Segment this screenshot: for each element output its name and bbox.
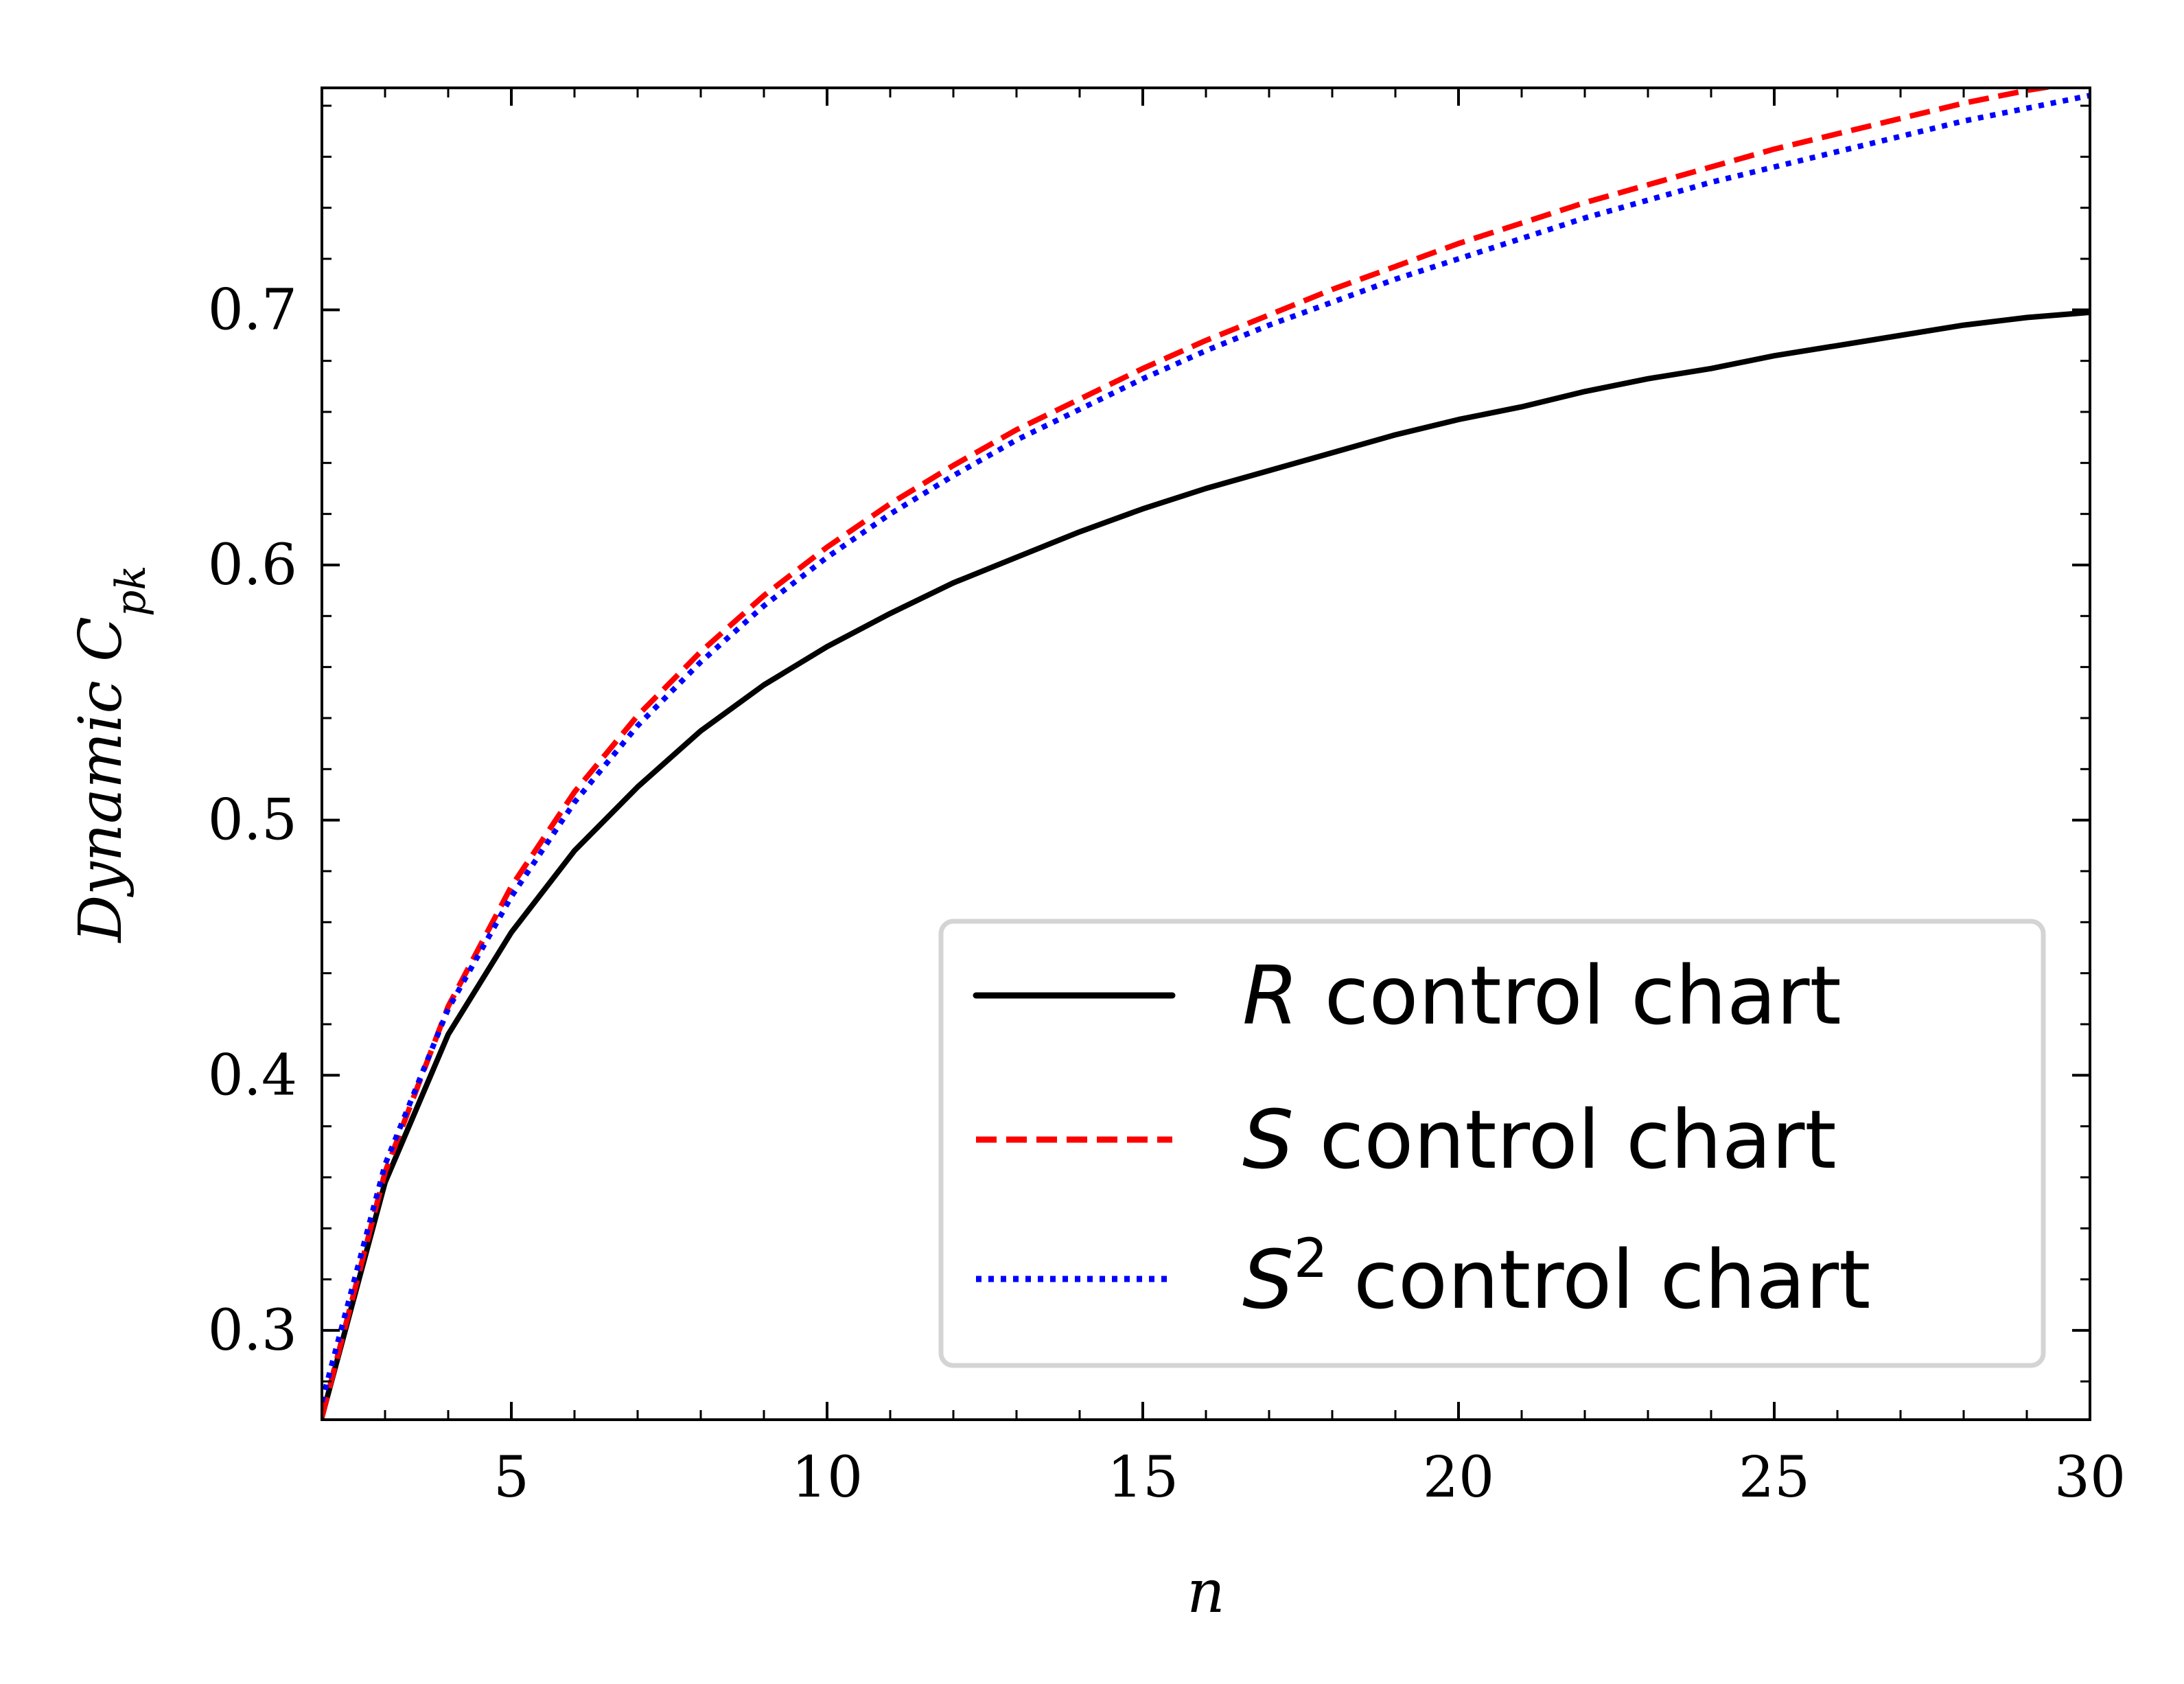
x-tick-label: 15 — [1107, 1445, 1178, 1510]
legend-label-s2: S2 control chart — [1242, 1228, 1870, 1327]
legend-label-s: S control chart — [1242, 1092, 1837, 1187]
legend-label-r-text: control chart — [1299, 948, 1842, 1043]
series-line-1 — [322, 88, 2060, 1418]
y-axis-label: Dynamic Cpk — [67, 565, 155, 943]
x-tick-label: 30 — [2054, 1445, 2126, 1510]
y-axis-label-main: Dynamic C — [67, 616, 135, 944]
y-tick-label: 0.4 — [208, 1043, 297, 1108]
y-tick-label: 0.3 — [208, 1298, 297, 1363]
legend-label-s2-symbol: S — [1242, 1232, 1294, 1327]
x-tick-label: 20 — [1423, 1445, 1494, 1510]
legend-label-s-text: control chart — [1294, 1092, 1837, 1187]
legend-label-r: R control chart — [1242, 948, 1842, 1043]
y-tick-label: 0.7 — [208, 277, 297, 343]
y-axis-label-subscript: pk — [107, 565, 155, 616]
ticks-layer — [321, 88, 2091, 1420]
y-tick-label: 0.5 — [208, 788, 297, 853]
series-line-2 — [322, 93, 2090, 1403]
y-tick-label: 0.6 — [208, 533, 297, 598]
series-line-0 — [322, 310, 2090, 1420]
legend-label-r-symbol: R — [1242, 948, 1299, 1043]
legend-label-s-symbol: S — [1242, 1092, 1294, 1187]
x-tick-label: 5 — [493, 1445, 529, 1510]
legend: R control chart S control chart S2 contr… — [938, 919, 2046, 1368]
legend-label-s2-text: control chart — [1328, 1232, 1871, 1327]
x-tick-label: 10 — [791, 1445, 863, 1510]
series-layer — [322, 88, 2090, 1420]
x-axis-label: n — [1187, 1558, 1224, 1626]
legend-box — [938, 919, 2046, 1368]
legend-label-s2-superscript: 2 — [1294, 1228, 1328, 1290]
tick-labels-layer: 5 10 15 20 25 30 0.3 0.4 0.5 0.6 0.7 — [208, 277, 2126, 1510]
x-tick-label: 25 — [1739, 1445, 1810, 1510]
